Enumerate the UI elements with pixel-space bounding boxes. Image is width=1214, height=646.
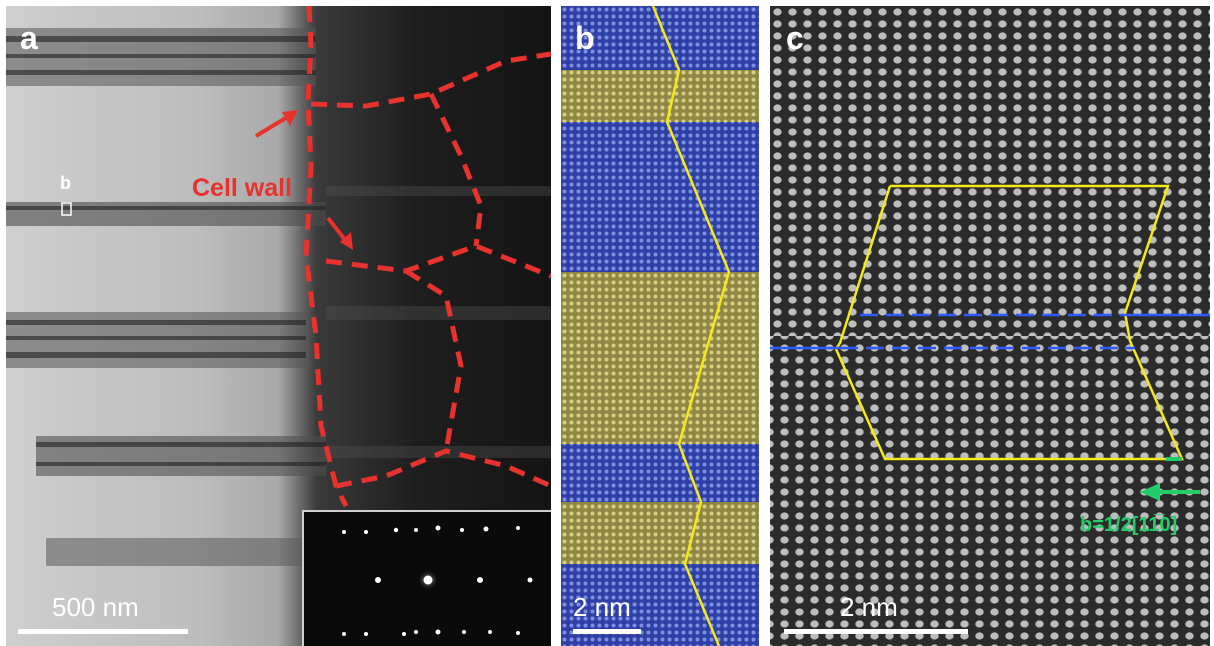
panel-a-scale-bar — [18, 629, 188, 634]
lamella-band — [6, 202, 326, 226]
burgers-vector-label: b=1/2[11̅0] — [1080, 514, 1178, 536]
matrix-band — [561, 6, 759, 70]
region-b-label: b — [60, 173, 71, 193]
panel-c-scale-bar — [784, 629, 968, 634]
matrix-band — [561, 444, 759, 502]
green-arrow-icon — [1140, 483, 1200, 501]
panel-a-graphics — [6, 6, 551, 566]
panel-c-graphics — [770, 6, 1210, 646]
panel-c-label: c — [786, 20, 804, 56]
cell-wall-lines — [303, 6, 551, 508]
panel-b-label: b — [575, 20, 595, 56]
twin-boundary-zigzag — [651, 6, 731, 646]
twin-band — [561, 272, 759, 444]
twin-band — [561, 70, 759, 122]
diffraction-spots — [342, 525, 533, 636]
arrow-icons — [254, 110, 353, 250]
panel-b-graphics — [561, 6, 759, 646]
panel-c-hrtem-image: c b=1/2[11̅0] 2 nm — [770, 6, 1210, 646]
diffraction-pattern-inset — [302, 510, 551, 646]
panel-b-scale-text: 2 nm — [573, 592, 631, 622]
panel-c-scale-text: 2 nm — [840, 592, 898, 622]
cell-wall-annotation: Cell wall — [192, 174, 293, 202]
region-b-box — [61, 202, 72, 216]
twin-band — [561, 502, 759, 564]
panel-a-scale-text: 500 nm — [52, 592, 139, 622]
panel-b-hrtem-image: b 2 nm — [561, 6, 759, 646]
matrix-band — [561, 122, 759, 272]
lamella-band — [46, 538, 306, 566]
panel-b-scale-bar — [573, 629, 641, 634]
panel-a-bright-field-image: a Cell wall b 500 nm — [6, 6, 551, 646]
panel-a-label: a — [20, 20, 38, 56]
